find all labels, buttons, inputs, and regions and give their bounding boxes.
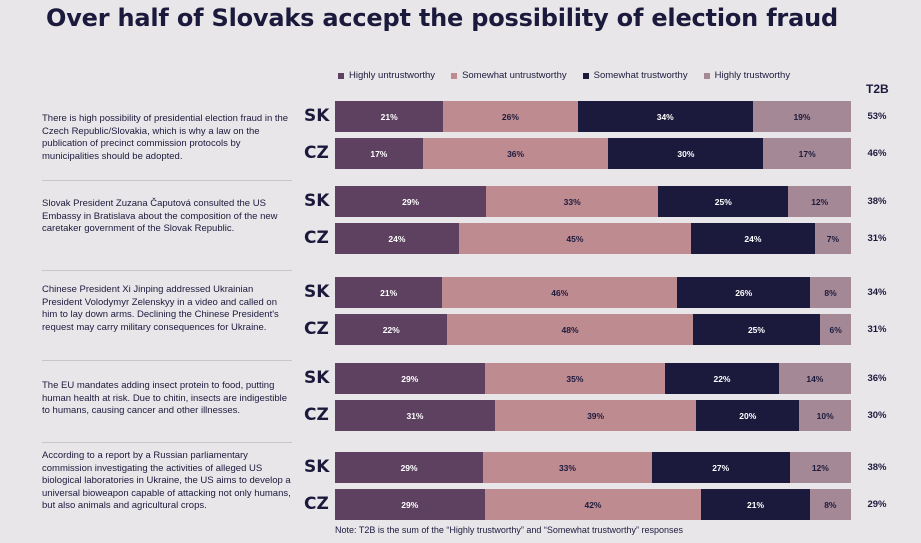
- legend-swatch: [703, 72, 710, 79]
- group-divider: [42, 442, 292, 443]
- legend-item-somewhat-untrustworthy: Somewhat untrustworthy: [451, 70, 567, 81]
- question-text: According to a report by a Russian parli…: [42, 450, 291, 511]
- t2b-value: 31%: [867, 324, 887, 335]
- country-label-cz: CZ: [304, 494, 329, 514]
- bar-segment-highly-untrustworthy: 29%: [335, 363, 485, 394]
- bar-segment-somewhat-untrustworthy: 42%: [484, 489, 702, 520]
- bar-segment-somewhat-trustworthy: 22%: [665, 363, 779, 394]
- bar-segment-highly-trustworthy: 8%: [809, 489, 851, 520]
- bar-segment-somewhat-trustworthy: 20%: [696, 400, 800, 431]
- bar-segment-highly-untrustworthy: 31%: [335, 400, 495, 431]
- bar-segment-somewhat-untrustworthy: 33%: [483, 452, 652, 483]
- country-label-cz: CZ: [304, 228, 329, 248]
- country-label-sk: SK: [304, 457, 330, 477]
- stacked-bar: 29% 35% 22% 14%: [335, 363, 851, 394]
- legend-label: Somewhat untrustworthy: [462, 70, 567, 81]
- bar-segment-highly-untrustworthy: 21%: [335, 277, 443, 308]
- t2b-value: 30%: [867, 410, 887, 421]
- country-label-cz: CZ: [304, 319, 329, 339]
- chart-title: Over half of Slovaks accept the possibil…: [46, 4, 838, 32]
- bar-segment-highly-trustworthy: 7%: [814, 223, 851, 254]
- t2b-value: 46%: [867, 148, 887, 159]
- footnote: Note: T2B is the sum of the “Highly trus…: [335, 525, 683, 535]
- country-label-sk: SK: [304, 191, 330, 211]
- legend-swatch: [451, 72, 458, 79]
- legend-item-highly-trustworthy: Highly trustworthy: [703, 70, 791, 81]
- bar-segment-somewhat-trustworthy: 34%: [577, 101, 753, 132]
- country-label-sk: SK: [304, 282, 330, 302]
- bar-segment-somewhat-untrustworthy: 26%: [443, 101, 578, 132]
- country-label-cz: CZ: [304, 143, 329, 163]
- t2b-value: 34%: [867, 287, 887, 298]
- bar-segment-highly-trustworthy: 19%: [752, 101, 851, 132]
- stacked-bar: 21% 46% 26% 8%: [335, 277, 851, 308]
- chart-legend: Highly untrustworthy Somewhat untrustwort…: [338, 70, 790, 81]
- bar-segment-somewhat-untrustworthy: 35%: [484, 363, 666, 394]
- bar-segment-highly-trustworthy: 8%: [810, 277, 851, 308]
- t2b-column-header: T2B: [866, 82, 889, 96]
- stacked-bar: 24% 45% 24% 7%: [335, 223, 851, 254]
- question-text: Slovak President Zuzana Čaputová consult…: [42, 198, 278, 234]
- legend-label: Highly untrustworthy: [349, 70, 436, 81]
- bar-segment-highly-trustworthy: 10%: [799, 400, 851, 431]
- t2b-value: 53%: [867, 111, 887, 122]
- bar-segment-somewhat-untrustworthy: 48%: [447, 314, 693, 345]
- legend-label: Somewhat trustworthy: [593, 70, 688, 81]
- question-text: Chinese President Xi Jinping addressed U…: [42, 284, 279, 333]
- stacked-bar: 17% 36% 30% 17%: [335, 138, 851, 169]
- bar-segment-highly-untrustworthy: 29%: [335, 452, 484, 483]
- bar-segment-highly-untrustworthy: 17%: [335, 138, 423, 169]
- bar-segment-somewhat-trustworthy: 21%: [701, 489, 810, 520]
- country-label-cz: CZ: [304, 405, 329, 425]
- t2b-value: 36%: [867, 373, 887, 384]
- stacked-bar: 29% 33% 25% 12%: [335, 186, 851, 217]
- bar-segment-somewhat-trustworthy: 25%: [692, 314, 821, 345]
- bar-segment-highly-trustworthy: 6%: [820, 314, 851, 345]
- bar-segment-highly-untrustworthy: 24%: [335, 223, 459, 254]
- t2b-value: 31%: [867, 233, 887, 244]
- group-divider: [42, 180, 292, 181]
- t2b-value: 38%: [867, 462, 887, 473]
- legend-item-highly-untrustworthy: Highly untrustworthy: [338, 70, 435, 81]
- bar-segment-highly-untrustworthy: 29%: [335, 186, 487, 217]
- legend-label: Highly trustworthy: [714, 70, 791, 81]
- country-label-sk: SK: [304, 368, 330, 388]
- question-text: The EU mandates adding insect protein to…: [42, 380, 288, 416]
- bar-segment-somewhat-trustworthy: 24%: [691, 223, 815, 254]
- group-divider: [42, 270, 292, 271]
- legend-item-somewhat-trustworthy: Somewhat trustworthy: [582, 70, 688, 81]
- bar-segment-somewhat-untrustworthy: 39%: [494, 400, 697, 431]
- bar-segment-somewhat-trustworthy: 26%: [677, 277, 811, 308]
- bar-segment-somewhat-trustworthy: 27%: [651, 452, 790, 483]
- bar-segment-highly-untrustworthy: 21%: [335, 101, 444, 132]
- question-text: There is high possibility of presidentia…: [42, 113, 289, 162]
- bar-segment-highly-trustworthy: 17%: [763, 138, 851, 169]
- group-divider: [42, 360, 292, 361]
- bar-segment-somewhat-untrustworthy: 33%: [486, 186, 659, 217]
- bar-segment-highly-trustworthy: 12%: [788, 186, 851, 217]
- legend-swatch: [582, 72, 589, 79]
- stacked-bar: 21% 26% 34% 19%: [335, 101, 851, 132]
- t2b-value: 29%: [867, 499, 887, 510]
- bar-segment-somewhat-untrustworthy: 36%: [422, 138, 609, 169]
- legend-swatch: [338, 72, 344, 79]
- bar-segment-highly-untrustworthy: 22%: [335, 314, 448, 345]
- stacked-bar: 29% 33% 27% 12%: [335, 452, 851, 483]
- bar-segment-somewhat-untrustworthy: 45%: [458, 223, 692, 254]
- stacked-bar: 31% 39% 20% 10%: [335, 400, 851, 431]
- country-label-sk: SK: [304, 106, 330, 126]
- t2b-value: 38%: [867, 196, 887, 207]
- bar-segment-somewhat-untrustworthy: 46%: [442, 277, 678, 308]
- bar-segment-highly-trustworthy: 14%: [778, 363, 851, 394]
- stacked-bar: 29% 42% 21% 8%: [335, 489, 851, 520]
- stacked-bar: 22% 48% 25% 6%: [335, 314, 851, 345]
- bar-segment-highly-trustworthy: 12%: [789, 452, 851, 483]
- bar-segment-highly-untrustworthy: 29%: [335, 489, 485, 520]
- bar-segment-somewhat-trustworthy: 30%: [608, 138, 764, 169]
- bar-segment-somewhat-trustworthy: 25%: [658, 186, 789, 217]
